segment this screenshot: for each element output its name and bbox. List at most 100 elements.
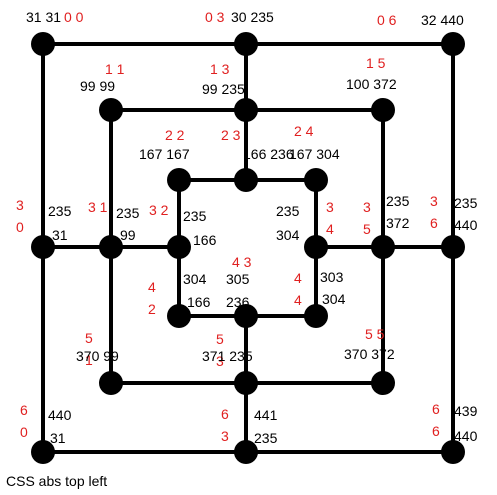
node-1-3 — [234, 98, 258, 122]
node-4-2-coords-label: 166 — [187, 294, 211, 310]
node-6-6-coords-label: 439 — [454, 403, 478, 419]
node-3-6-coords-label: 440 — [454, 217, 478, 233]
node-5-3-index-label: 5 — [216, 331, 224, 347]
node-5-3-coords-label: 371 235 — [202, 348, 253, 364]
node-3-1 — [99, 235, 123, 259]
node-5-1-index-label: 5 — [85, 330, 93, 346]
node-4-4-index-label: 4 — [294, 270, 302, 286]
node-5-5-index-label: 5 5 — [365, 326, 385, 342]
node-1-3-coords-label: 99 235 — [202, 81, 245, 97]
node-4-3 — [234, 304, 258, 328]
node-4-4-coords-label: 304 — [322, 291, 346, 307]
node-2-4 — [304, 168, 328, 192]
node-2-2-index-label: 2 2 — [165, 127, 185, 143]
node-3-6-index-label: 6 — [430, 215, 438, 231]
node-3-5 — [371, 235, 395, 259]
node-6-3-coords-label: 441 — [254, 407, 278, 423]
node-0-6 — [441, 32, 465, 56]
node-2-2 — [167, 168, 191, 192]
node-3-6-index-label: 3 — [430, 193, 438, 209]
node-0-0-index-label: 0 0 — [64, 9, 84, 25]
node-2-4-index-label: 2 4 — [294, 123, 314, 139]
node-2-3 — [234, 168, 258, 192]
node-1-1-coords-label: 99 99 — [80, 78, 115, 94]
node-5-1 — [99, 371, 123, 395]
node-5-1-index-label: 1 — [85, 352, 93, 368]
node-6-0 — [31, 440, 55, 464]
node-0-0 — [31, 32, 55, 56]
node-0-3 — [234, 32, 258, 56]
node-1-1 — [99, 98, 123, 122]
node-4-3-index-label: 4 3 — [232, 254, 252, 270]
node-4-3-coords-label: 236 — [226, 294, 250, 310]
node-4-4-coords-label: 303 — [320, 269, 344, 285]
node-3-0-index-label: 3 — [16, 197, 24, 213]
node-3-1-coords-label: 235 — [116, 205, 140, 221]
node-6-6 — [441, 440, 465, 464]
node-6-3-index-label: 6 — [221, 406, 229, 422]
node-4-2-index-label: 2 — [148, 301, 156, 317]
node-0-6-coords-label: 32 440 — [421, 12, 464, 28]
node-3-1-coords-label: 99 — [120, 227, 136, 243]
node-0-3-index-label: 0 3 — [205, 9, 225, 25]
node-2-3-coords-label: 166 236 — [243, 146, 294, 162]
node-1-1-index-label: 1 1 — [105, 61, 125, 77]
node-3-0 — [31, 235, 55, 259]
node-2-3-index-label: 2 3 — [221, 127, 241, 143]
node-6-0-coords-label: 31 — [50, 430, 66, 446]
node-1-5 — [371, 98, 395, 122]
node-3-1-index-label: 3 1 — [88, 199, 108, 215]
node-3-0-coords-label: 235 — [48, 203, 72, 219]
nodes-layer — [31, 32, 465, 464]
node-4-4-index-label: 4 — [294, 292, 302, 308]
node-6-3-index-label: 3 — [221, 428, 229, 444]
node-2-2-coords-label: 167 167 — [139, 146, 190, 162]
node-6-3-coords-label: 235 — [254, 430, 278, 446]
node-3-4-index-label: 3 — [326, 199, 334, 215]
node-3-4-coords-label: 304 — [276, 227, 300, 243]
node-3-4-coords-label: 235 — [276, 203, 300, 219]
node-5-3-index-label: 3 — [216, 353, 224, 369]
node-3-0-index-label: 0 — [16, 219, 24, 235]
node-3-6 — [441, 235, 465, 259]
node-3-2 — [167, 235, 191, 259]
node-0-3-coords-label: 30 235 — [231, 9, 274, 25]
node-0-6-index-label: 0 6 — [377, 12, 397, 28]
node-2-4-coords-label: 167 304 — [289, 146, 340, 162]
node-4-2-coords-label: 304 — [183, 271, 207, 287]
node-5-3 — [234, 371, 258, 395]
node-4-2 — [167, 304, 191, 328]
node-4-3-coords-label: 305 — [226, 271, 250, 287]
node-1-3-index-label: 1 3 — [210, 61, 230, 77]
node-3-5-index-label: 3 — [363, 199, 371, 215]
node-5-5-coords-label: 370 372 — [344, 346, 395, 362]
node-3-6-coords-label: 235 — [454, 195, 478, 211]
node-1-5-index-label: 1 5 — [366, 55, 386, 71]
node-6-3 — [234, 440, 258, 464]
node-5-1-coords-label: 370 99 — [76, 348, 119, 364]
node-6-6-index-label: 6 — [432, 423, 440, 439]
node-3-5-index-label: 5 — [363, 221, 371, 237]
node-3-5-coords-label: 372 — [386, 215, 410, 231]
node-6-6-coords-label: 440 — [454, 428, 478, 444]
node-6-0-index-label: 6 — [20, 402, 28, 418]
node-4-4 — [304, 304, 328, 328]
node-3-2-coords-label: 166 — [193, 232, 217, 248]
node-3-2-coords-label: 235 — [183, 208, 207, 224]
node-3-4-index-label: 4 — [326, 221, 334, 237]
node-6-0-index-label: 0 — [20, 424, 28, 440]
node-3-5-coords-label: 235 — [386, 193, 410, 209]
node-4-2-index-label: 4 — [148, 279, 156, 295]
node-6-6-index-label: 6 — [432, 401, 440, 417]
caption: CSS abs top left — [6, 473, 107, 489]
node-1-5-coords-label: 100 372 — [346, 76, 397, 92]
node-3-0-coords-label: 31 — [52, 227, 68, 243]
node-3-4 — [304, 235, 328, 259]
node-0-0-coords-label: 31 31 — [26, 9, 61, 25]
node-3-2-index-label: 3 2 — [149, 202, 169, 218]
node-6-0-coords-label: 440 — [48, 407, 72, 423]
node-5-5 — [371, 371, 395, 395]
